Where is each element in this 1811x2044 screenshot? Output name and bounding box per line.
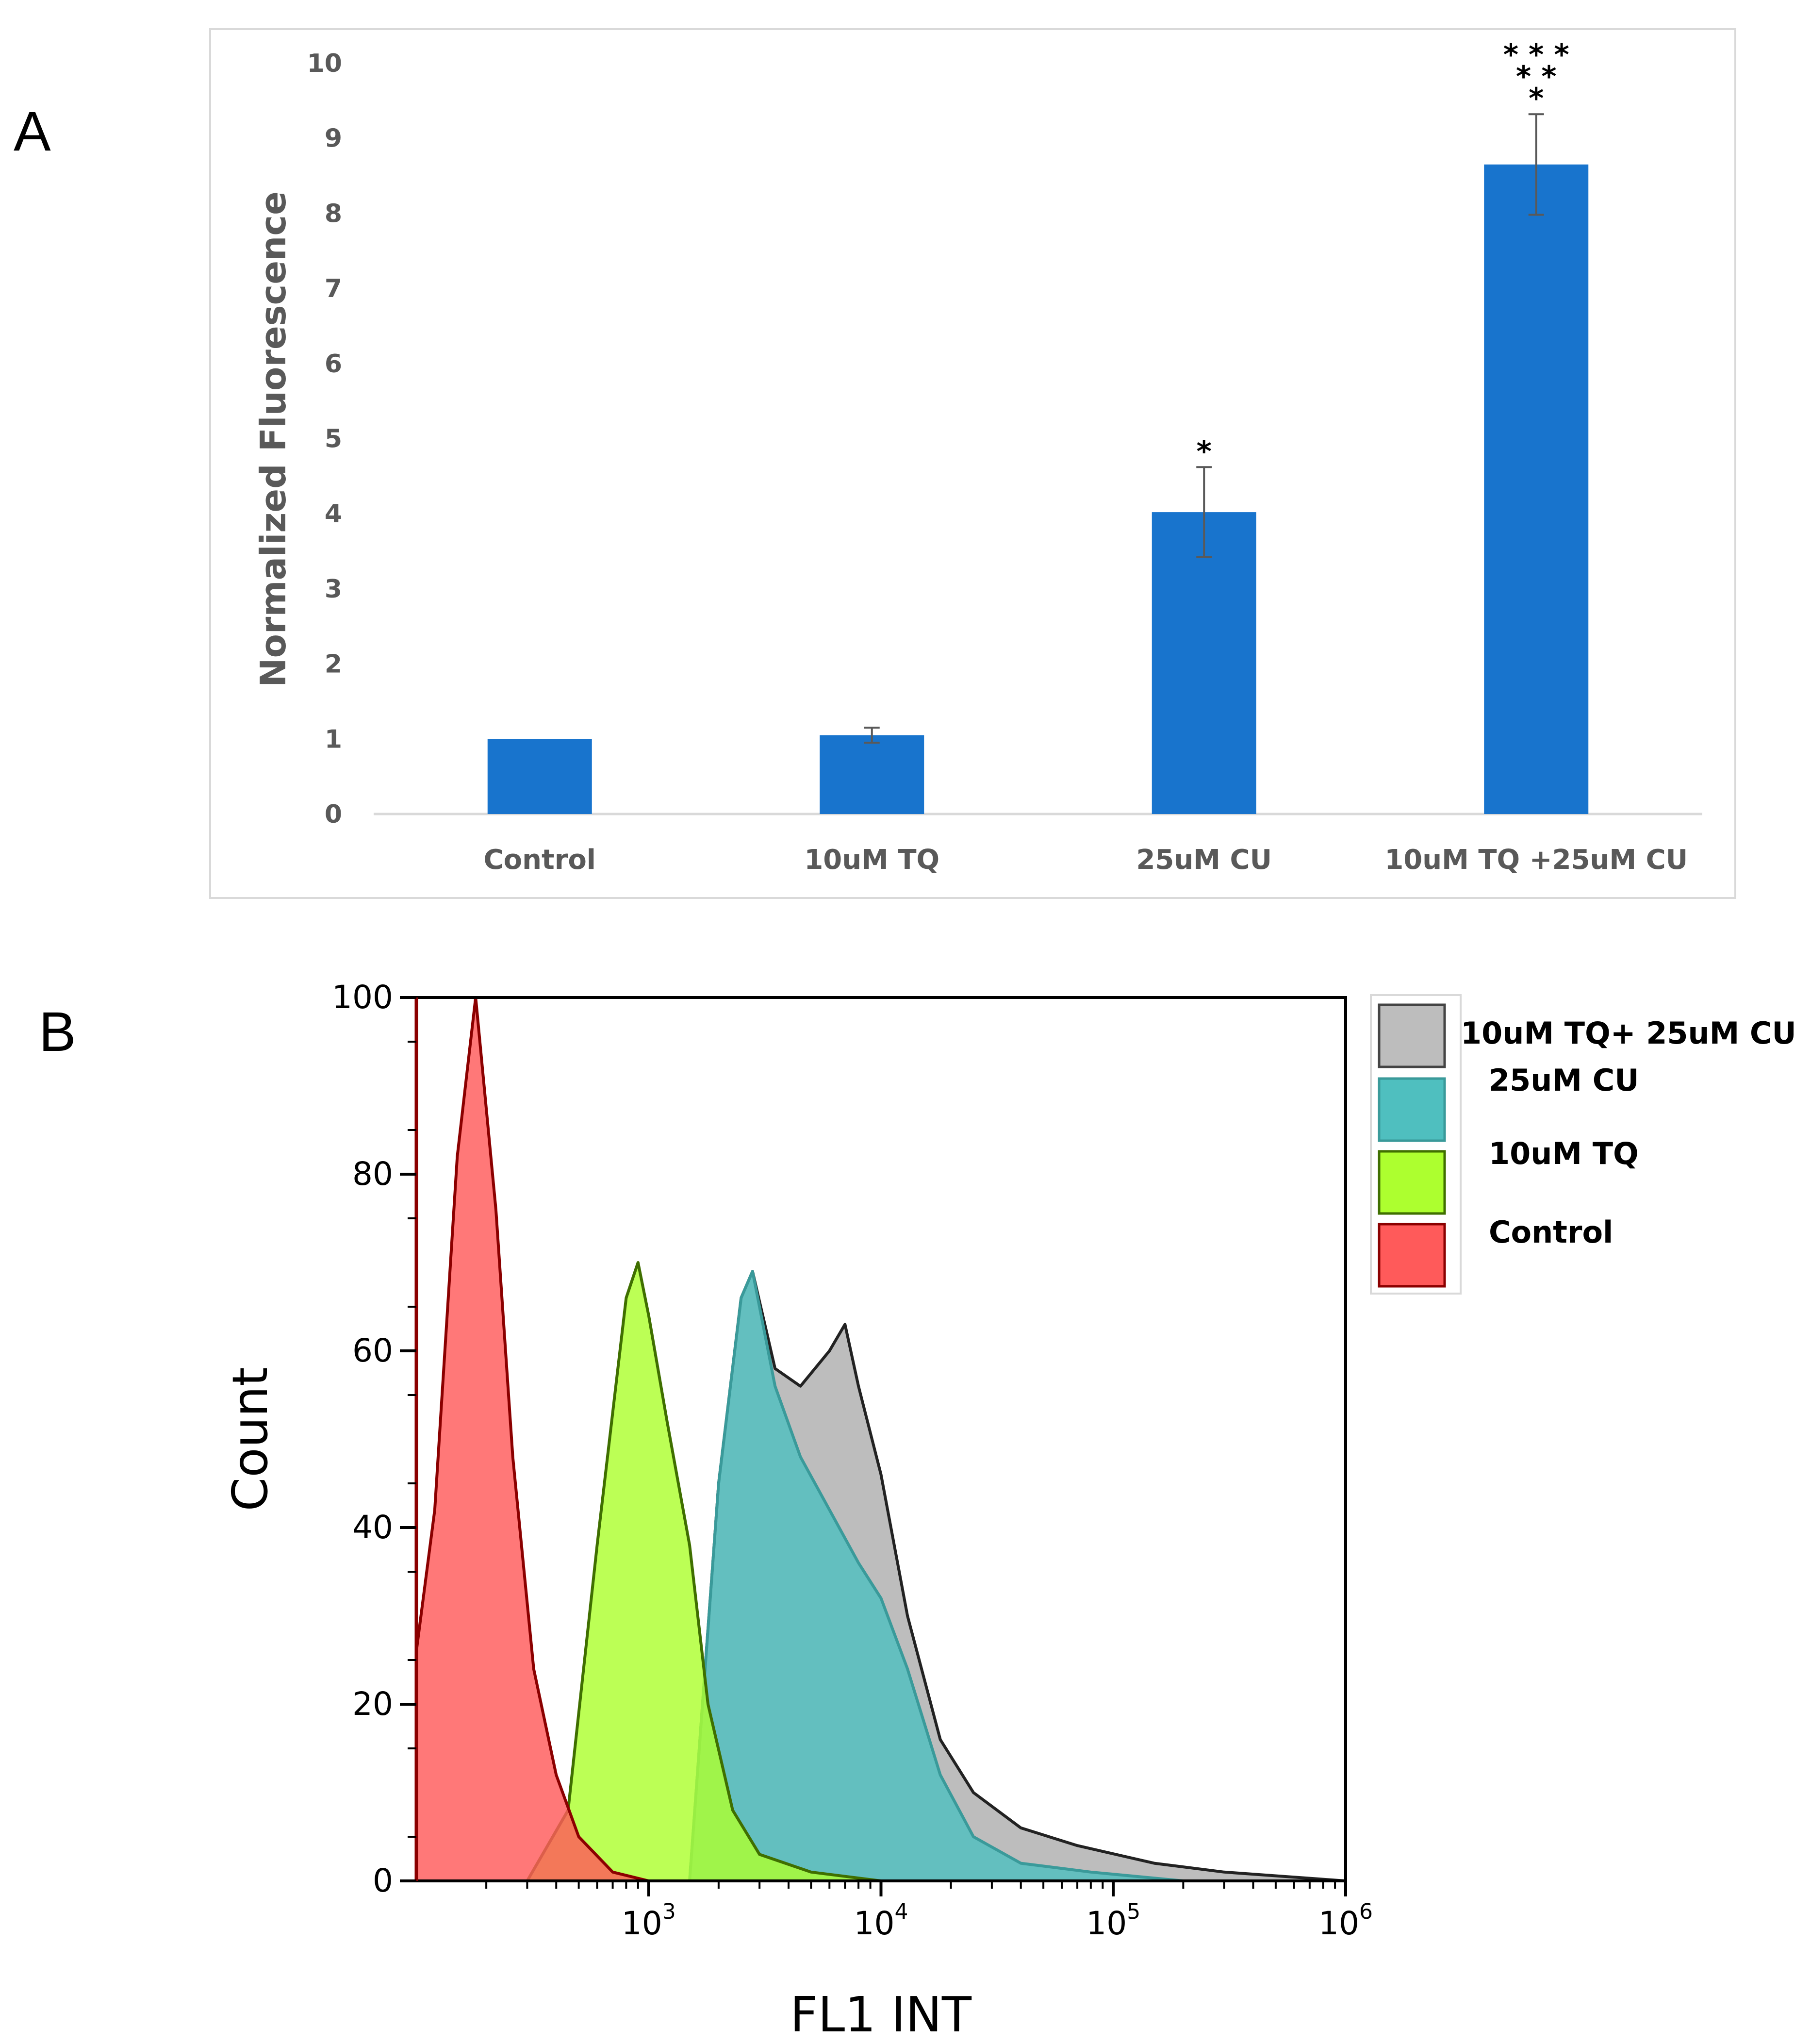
significance-marker: * * [1516,60,1557,94]
chart-a-error-bars [864,113,1544,744]
chart-b-y-tick-label: 40 [352,1509,393,1546]
chart-a-y-tick-label: 6 [325,349,342,379]
chart-b-y-tick-label: 60 [352,1332,393,1369]
tick-base: 10 [622,1905,662,1942]
legend-label: 25uM CU [1489,1063,1639,1098]
category-label: 10uM TQ +25uM CU [1384,844,1688,876]
legend-swatch [1378,1223,1446,1288]
chart-b-y-tick-label: 20 [352,1685,393,1723]
chart-b-y-tick-label: 0 [373,1862,393,1899]
category-label: 25uM CU [1136,844,1272,876]
chart-a-y-tick-label: 0 [325,800,342,829]
panel-a-label: A [14,100,51,163]
histogram-area [416,997,650,1881]
chart-a-y-tick-label: 2 [325,650,342,679]
chart-b-ylabel: Count [222,1367,279,1512]
panel-b-label: B [39,1001,76,1063]
tick-exponent: 6 [1359,1899,1373,1924]
chart-a-y-tick-label: 7 [325,274,342,303]
chart-b-areas [416,997,1346,1881]
chart-b-x-tick-label: 106 [1318,1899,1373,1942]
category-label: 10uM TQ [804,844,939,876]
significance-marker: * [1529,82,1544,116]
legend-swatch [1378,1150,1446,1215]
chart-b-x-tick-label: 105 [1086,1899,1140,1942]
chart-a-y-tick-label: 5 [325,425,342,454]
error-bar [864,727,880,744]
legend-label: Control [1489,1214,1613,1250]
bar [1152,512,1256,814]
chart-a-y-ticks: 0 1 2 3 4 5 6 7 8 9 10 [307,49,342,829]
bar [820,735,924,814]
histogram-area [526,1261,883,1881]
chart-a-ylabel: Normalized Fluorescence [253,191,294,687]
bar-chart: Normalized Fluorescence 0 1 2 3 4 5 6 7 8 9 10 Con… [209,28,1736,899]
chart-b-x-tick-label: 104 [854,1899,908,1942]
chart-b-y-tick-label: 100 [332,979,393,1016]
significance-marker: * [1197,434,1212,468]
tick-base: 10 [1318,1905,1359,1942]
legend-label: 10uM TQ [1489,1136,1639,1171]
chart-a-y-tick-label: 10 [307,49,342,78]
chart-b-legend: 10uM TQ+ 25uM CU 25uM CU 10uM TQ Control [1370,994,1796,1295]
category-label: Control [484,844,596,876]
tick-exponent: 5 [1127,1899,1140,1924]
chart-a-y-tick-label: 3 [325,575,342,604]
chart-b-xlabel: FL1 INT [790,1986,972,2043]
significance-marker: * * * [1503,38,1569,72]
error-bar [1528,113,1544,216]
tick-base: 10 [1086,1905,1127,1942]
chart-b-y-tick-label: 80 [352,1155,393,1193]
chart-b-y-ticks: 0 20 40 60 80 100 [332,979,416,1899]
chart-a-bars [487,164,1589,814]
chart-a-y-tick-label: 9 [325,124,342,153]
legend-swatch [1378,1003,1446,1068]
chart-a-y-tick-label: 1 [325,725,342,754]
histogram-area [688,1270,1185,1881]
error-bar [1196,466,1212,558]
legend-swatch [1378,1077,1446,1142]
chart-b-x-tick-label: 103 [622,1899,676,1942]
chart-a-frame [209,28,1736,899]
tick-exponent: 4 [894,1899,908,1924]
chart-a-significance: ** * ** ** [1197,38,1569,468]
chart-a-categories: Control 10uM TQ 25uM CU 10uM TQ +25uM CU [484,844,1688,876]
legend-label: 10uM TQ+ 25uM CU [1461,1015,1796,1051]
bar [1484,164,1589,814]
chart-a-y-tick-label: 8 [325,199,342,228]
tick-exponent: 3 [662,1899,676,1924]
bar [487,739,592,814]
chart-b-x-ticks: 103 104 105 106 [485,1881,1373,1942]
chart-a-y-tick-label: 4 [325,499,342,529]
tick-base: 10 [854,1905,895,1942]
